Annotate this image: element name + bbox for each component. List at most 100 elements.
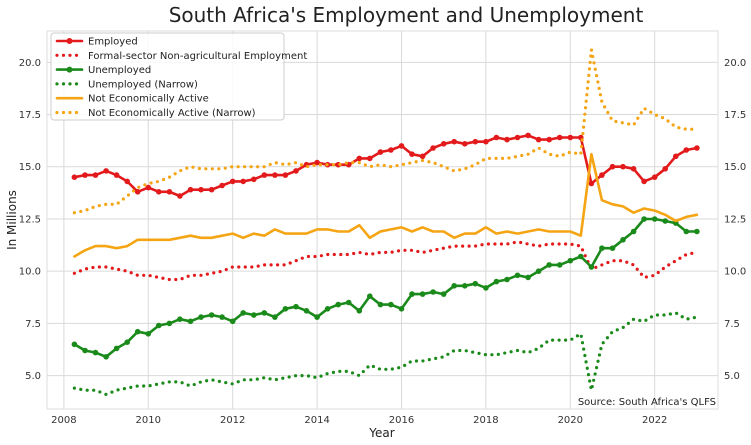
x-tick-label: 2008 [51,415,76,426]
series-point-employed [588,180,595,187]
series-point-employed [187,186,194,193]
legend-box [50,32,285,121]
y-tick-label-left: 7.5 [25,319,41,330]
series-point-unemployed [514,272,521,279]
series-point-employed [514,134,521,141]
series-point-unemployed [367,293,373,300]
series-point-unemployed [272,314,278,320]
x-tick-label: 2022 [642,415,667,426]
x-axis-label: Year [368,426,394,440]
legend-label-unemployed-narrow: Unemployed (Narrow) [88,79,198,90]
series-point-employed [535,136,542,143]
series-point-employed [156,189,162,195]
legend-marker-unemployed [66,66,73,73]
y-tick-label-right: 5.0 [724,371,740,382]
series-point-employed [599,172,605,178]
series-point-employed [82,172,88,178]
source-note: Source: South Africa's QLFS [578,397,716,408]
series-point-employed [440,141,447,147]
series-point-employed [567,134,574,141]
y-tick-label-right: 10.0 [724,267,746,278]
series-point-employed [367,155,373,162]
legend-label-employed: Employed [88,37,138,48]
series-point-unemployed [145,331,152,337]
series-point-unemployed [345,299,352,306]
series-point-unemployed [651,216,658,222]
series-point-unemployed [483,285,489,291]
series-point-unemployed [620,237,626,243]
y-axis-label: In Millions [5,190,19,250]
series-point-employed [229,178,236,185]
series-point-unemployed [683,228,690,235]
series-point-employed [556,134,563,141]
series-point-unemployed [293,303,299,310]
series-point-unemployed [356,308,363,314]
series-line-not-economically-active-narrow [72,48,699,215]
series-point-unemployed [187,318,194,325]
legend: Employed Formal-sector Non-agricultural E… [50,32,307,121]
series-point-employed [673,153,679,160]
series-point-unemployed [535,268,542,275]
series-point-employed [409,151,415,157]
series-point-unemployed [82,347,88,354]
series-point-employed [525,132,531,139]
y-tick-label-right: 20.0 [724,58,746,69]
series-point-employed [240,178,246,185]
series-point-unemployed [630,228,637,235]
series-line-unemployed-narrow [72,311,699,396]
series-point-unemployed [103,354,109,360]
series-point-employed [662,166,668,172]
series-point-unemployed [599,245,605,251]
chart-title: South Africa's Employment and Unemployme… [169,3,644,27]
series-point-unemployed [377,301,384,308]
series-point-unemployed [166,320,173,327]
x-tick-label: 2010 [136,415,161,426]
series-point-unemployed [440,291,447,297]
series-point-employed [493,134,500,141]
series-point-employed [451,138,458,145]
series-point-employed [166,189,173,195]
series-point-unemployed [556,262,563,268]
legend-label-unemployed: Unemployed [88,65,151,76]
series-point-employed [272,172,278,178]
series-point-employed [124,178,130,185]
series-point-unemployed [504,276,510,283]
series-point-unemployed [124,339,130,346]
series-point-employed [177,193,183,199]
series-point-unemployed [219,314,225,320]
series-point-unemployed [472,280,479,287]
legend-marker-employed [66,38,73,44]
series-point-unemployed [609,245,616,251]
series-point-unemployed [567,257,574,264]
series-point-employed [641,178,647,185]
plot-frame [46,30,719,410]
series-point-unemployed [419,291,426,297]
x-tick-label: 2018 [473,415,498,426]
series-point-employed [651,174,658,180]
series-point-unemployed [588,264,595,270]
series-line-formal-sector-non-agricultural-employment [72,240,699,282]
series-point-employed [219,182,225,189]
series-point-unemployed [251,312,257,318]
series-point-employed [398,143,405,149]
y-tick-label-right: 7.5 [724,319,740,330]
series-point-employed [282,172,289,178]
legend-label-not-economically-active: Not Economically Active [88,94,209,105]
series-point-employed [430,145,436,151]
series-point-unemployed [451,283,458,289]
series-point-employed [314,159,320,166]
y-tick-label-left: 20.0 [19,58,41,69]
series-point-employed [356,155,363,162]
series-point-unemployed [134,328,141,335]
series-point-employed [620,163,626,170]
series-point-unemployed [282,306,289,312]
series-point-unemployed [493,278,500,285]
series-point-employed [630,166,637,172]
series-point-employed [546,136,552,143]
x-tick-label: 2020 [558,415,583,426]
series-point-employed [472,138,479,145]
series-point-unemployed [156,322,162,329]
series-point-employed [683,147,690,153]
legend-label-not-economically-active-narrow: Not Economically Active (Narrow) [88,108,256,119]
